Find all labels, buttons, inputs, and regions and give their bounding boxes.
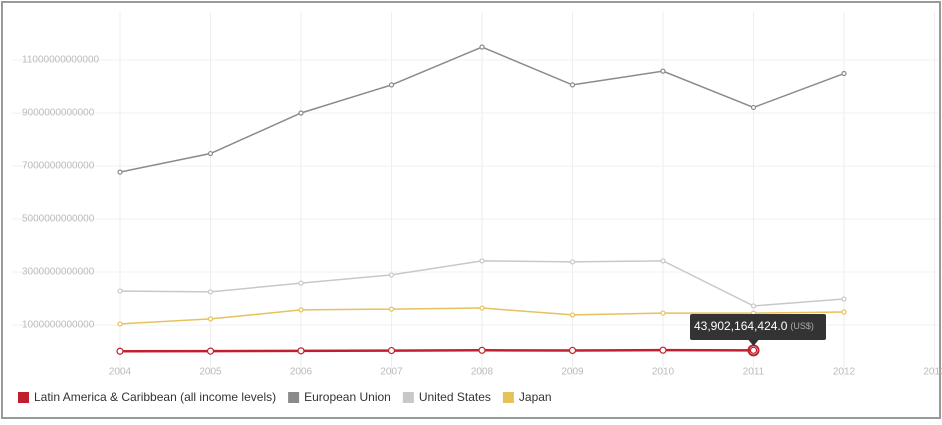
data-point (117, 169, 123, 175)
data-point (479, 258, 485, 264)
data-point (750, 303, 757, 309)
x-tick-label: 2009 (561, 367, 584, 378)
data-point (841, 296, 847, 302)
data-point (116, 347, 124, 355)
legend-label: Latin America & Caribbean (all income le… (34, 390, 276, 404)
series-line (119, 348, 754, 353)
data-point (298, 110, 304, 116)
data-point (479, 305, 485, 311)
legend-label: Japan (519, 390, 552, 404)
data-point (569, 82, 576, 88)
legend-label: European Union (304, 390, 391, 404)
legend-label: United States (419, 390, 491, 404)
data-point (298, 307, 304, 313)
y-tick-label: 3000000000000 (22, 267, 95, 278)
data-point (478, 346, 486, 354)
legend-swatch (18, 392, 29, 403)
x-tick-label: 2011 (743, 367, 765, 378)
data-point (207, 289, 214, 295)
tooltip-arrow (748, 340, 759, 346)
tooltip-box (690, 314, 826, 340)
data-point (206, 347, 215, 355)
data-point (749, 346, 758, 354)
data-point (750, 104, 757, 111)
data-point (660, 68, 666, 74)
data-point (569, 259, 576, 265)
data-point (660, 310, 666, 316)
y-tick-label: 9000000000000 (22, 108, 95, 119)
x-tick-label: 2004 (109, 367, 132, 378)
data-point (388, 272, 395, 278)
data-point (387, 346, 396, 355)
tooltip-text: 43,902,164,424.0 (US$) (694, 319, 814, 333)
data-point (298, 280, 304, 286)
legend-swatch (502, 392, 514, 403)
x-tick-label: 2008 (471, 367, 494, 378)
legend-swatch (402, 392, 414, 403)
y-tick-label: 5000000000000 (22, 214, 95, 225)
x-tick-label: 2006 (290, 367, 313, 378)
data-point (297, 347, 305, 355)
data-point (841, 70, 847, 77)
tooltip-unit: (US$) (790, 321, 814, 331)
data-point (479, 44, 485, 50)
data-point (569, 312, 576, 318)
y-tick-label: 11000000000000 (22, 55, 100, 66)
x-tick-label: 2013 (923, 367, 942, 378)
x-tick-label: 2007 (380, 367, 403, 378)
x-tick-label: 2005 (199, 367, 222, 378)
y-tick-label: 7000000000000 (22, 161, 95, 172)
data-point (841, 309, 847, 315)
x-tick-label: 2010 (652, 367, 675, 378)
data-point (660, 258, 666, 264)
data-point (117, 321, 123, 327)
data-point (388, 306, 395, 312)
data-point (117, 288, 123, 294)
data-point (207, 316, 214, 322)
tooltip-value: 43,902,164,424.0 (694, 319, 788, 333)
data-point (568, 346, 577, 355)
data-point (388, 82, 395, 88)
legend-swatch (288, 392, 300, 403)
y-tick-label: 1000000000000 (22, 320, 95, 331)
data-point (659, 346, 667, 354)
data-point (207, 150, 214, 157)
x-tick-label: 2012 (833, 367, 856, 378)
